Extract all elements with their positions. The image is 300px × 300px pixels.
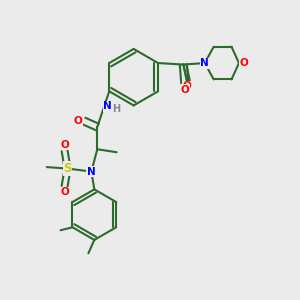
Text: N: N: [200, 58, 209, 68]
Text: N: N: [103, 101, 112, 111]
Text: S: S: [63, 162, 72, 175]
Text: H: H: [112, 104, 121, 114]
Text: O: O: [181, 85, 189, 95]
Text: O: O: [60, 140, 69, 150]
Text: N: N: [87, 167, 96, 176]
Text: O: O: [60, 188, 69, 197]
Text: O: O: [240, 58, 249, 68]
Text: O: O: [74, 116, 82, 126]
Text: O: O: [183, 81, 191, 91]
